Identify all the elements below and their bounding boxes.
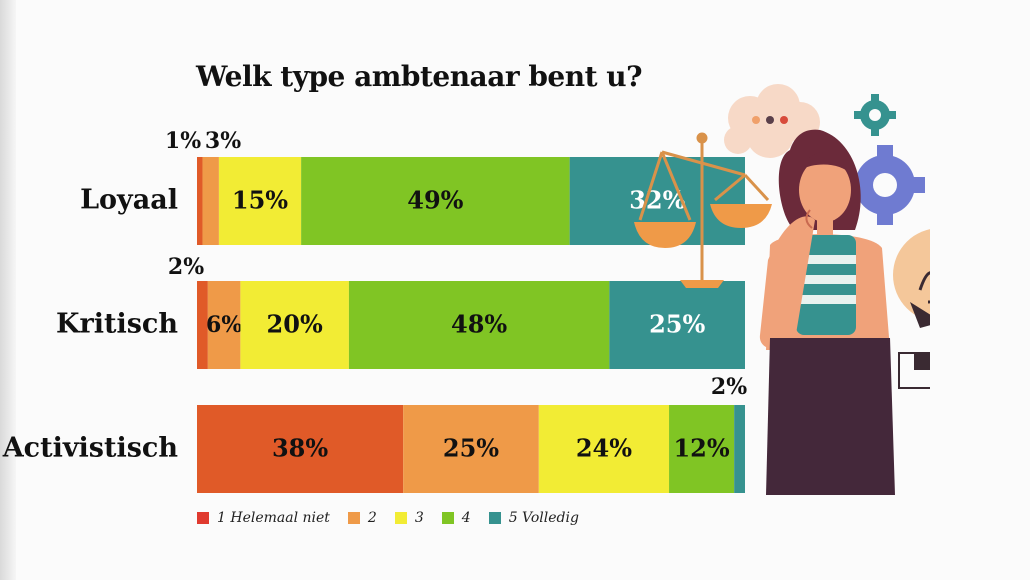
- data-label-loyaal-1: 1%: [165, 128, 201, 154]
- bar-segment-activistisch-2: [403, 405, 539, 493]
- bar-segment-kritisch-5: [609, 281, 745, 369]
- category-label-loyaal: Loyaal: [80, 185, 178, 216]
- category-label-kritisch: Kritisch: [56, 309, 178, 340]
- data-label-loyaal-3: 15%: [232, 186, 288, 215]
- legend-swatch-4: [441, 512, 454, 524]
- chart-title: Welk type ambtenaar bent u?: [196, 60, 643, 93]
- legend-label-1: 1 Helemaal niet: [217, 510, 330, 526]
- data-label-activistisch-4: 12%: [673, 434, 729, 463]
- page-edge-shadow: [0, 0, 16, 580]
- bar-segment-kritisch-1: [197, 281, 208, 369]
- bar-segment-loyaal-4: [301, 157, 570, 245]
- woman-figure: [759, 129, 895, 495]
- legend-item-1: 1 Helemaal niet: [197, 510, 330, 526]
- bar-segment-activistisch-4: [669, 405, 735, 493]
- category-label-activistisch: Activistisch: [2, 433, 179, 464]
- data-label-activistisch-2: 25%: [443, 434, 499, 463]
- legend-item-4: 4: [441, 510, 471, 526]
- bar-segment-kritisch-4: [348, 281, 610, 369]
- legend-label-2: 2: [367, 510, 377, 526]
- legend-item-2: 2: [347, 510, 377, 526]
- thinking-woman-illustration: [634, 84, 930, 495]
- legend-swatch-5: [488, 512, 501, 524]
- legend-swatch-2: [347, 512, 360, 524]
- legend-swatch-1: [197, 512, 209, 524]
- lightbulb-icon: [893, 229, 930, 328]
- bar-segment-activistisch-3: [538, 405, 670, 493]
- data-label-loyaal-2: 3%: [205, 128, 241, 154]
- legend-swatch-3: [394, 512, 407, 524]
- data-label-kritisch-5: 25%: [649, 310, 705, 339]
- chart-legend: 1 Helemaal niet 2 3 4 5 Volledig: [197, 510, 597, 526]
- data-label-kritisch-4: 48%: [451, 310, 507, 339]
- bar-segment-kritisch-2: [207, 281, 241, 369]
- legend-label-4: 4: [461, 510, 471, 526]
- scale-pan-right: [710, 204, 772, 228]
- scale-base: [680, 280, 724, 288]
- data-label-activistisch-3: 24%: [576, 434, 632, 463]
- bar-segment-loyaal-1: [197, 157, 203, 245]
- data-label-kritisch-2: 6%: [206, 312, 242, 338]
- data-label-activistisch-1: 38%: [272, 434, 328, 463]
- data-label-activistisch-5: 2%: [711, 374, 747, 400]
- square-corner-icon: [898, 352, 930, 389]
- bar-segment-activistisch-1: [197, 405, 404, 493]
- bar-segment-activistisch-5: [734, 405, 745, 493]
- bar-segment-loyaal-3: [218, 157, 302, 245]
- legend-item-3: 3: [394, 510, 424, 526]
- data-label-kritisch-1: 2%: [168, 254, 204, 280]
- legend-item-5: 5 Volledig: [488, 510, 579, 526]
- legend-label-5: 5 Volledig: [508, 510, 579, 526]
- scale-pan-left: [634, 222, 696, 248]
- bar-segment-loyaal-2: [202, 157, 219, 245]
- balance-scale-icon: [638, 132, 770, 280]
- legend-label-3: 3: [414, 510, 424, 526]
- data-label-loyaal-4: 49%: [407, 186, 463, 215]
- data-label-kritisch-3: 20%: [267, 310, 323, 339]
- bar-segment-kritisch-3: [240, 281, 349, 369]
